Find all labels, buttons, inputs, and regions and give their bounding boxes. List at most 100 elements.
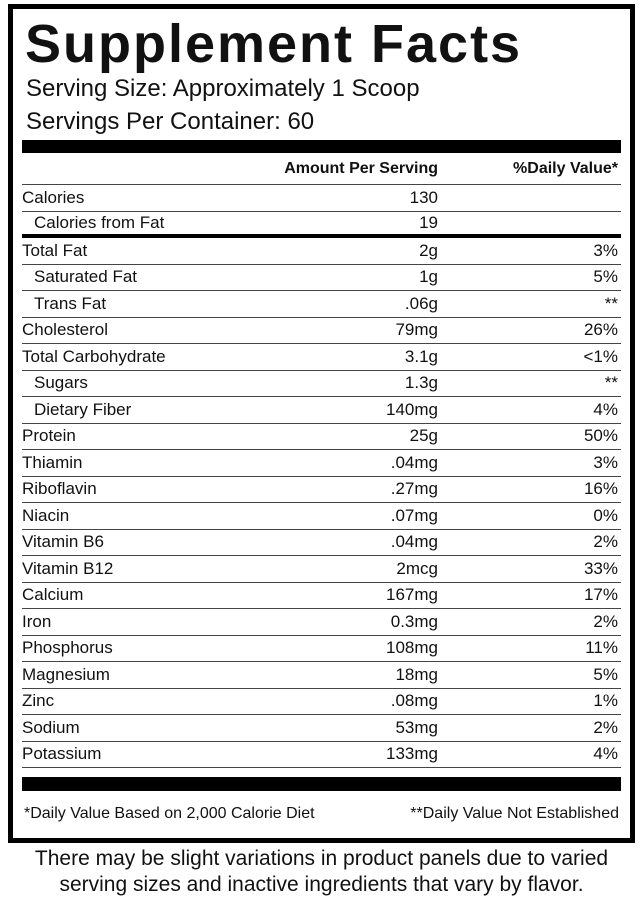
nutrient-row: Vitamin B6 .04mg 2% bbox=[22, 530, 621, 556]
nutrient-row: Riboflavin .27mg 16% bbox=[22, 477, 621, 503]
footnote: *Daily Value Based on 2,000 Calorie Diet bbox=[24, 805, 315, 822]
serving-size: Serving Size: Approximately 1 Scoop bbox=[26, 75, 420, 102]
nutrient-row: Dietary Fiber 140mg 4% bbox=[22, 397, 621, 424]
nutrient-row: Calories 130 bbox=[22, 185, 621, 212]
amount: 0.3mg bbox=[390, 611, 438, 631]
daily-value: 5% bbox=[593, 267, 618, 287]
nutrient-name: Sodium bbox=[22, 717, 80, 737]
amount: 133mg bbox=[386, 744, 438, 764]
amount-header: Amount Per Serving bbox=[284, 159, 438, 177]
amount: .08mg bbox=[390, 691, 438, 711]
table-header: Amount Per Serving %Daily Value* bbox=[22, 153, 621, 185]
amount: 3.1g bbox=[404, 346, 438, 366]
nutrient-row: Sodium 53mg 2% bbox=[22, 715, 621, 742]
nutrient-row: Protein 25g 50% bbox=[22, 424, 621, 450]
servings-per-container: Servings Per Container: 60 bbox=[26, 108, 315, 135]
nutrient-row: Total Carbohydrate 3.1g <1% bbox=[22, 344, 621, 371]
daily-value: <1% bbox=[583, 346, 619, 366]
nutrient-row: Saturated Fat 1g 5% bbox=[22, 265, 621, 291]
top-bar bbox=[22, 140, 621, 153]
nutrient-name: Phosphorus bbox=[22, 638, 113, 658]
nutrient-row: Sugars 1.3g ** bbox=[22, 371, 621, 397]
nutrient-row: Thiamin .04mg 3% bbox=[22, 450, 621, 477]
amount: .27mg bbox=[390, 479, 438, 499]
amount: .04mg bbox=[390, 452, 438, 472]
nutrient-name: Total Carbohydrate bbox=[22, 346, 166, 366]
nutrient-name: Trans Fat bbox=[34, 293, 107, 313]
amount: 18mg bbox=[395, 664, 438, 684]
amount: 140mg bbox=[386, 399, 438, 419]
nutrient-row: Cholesterol 79mg 26% bbox=[22, 318, 621, 344]
daily-value: 5% bbox=[593, 664, 618, 684]
daily-value: 3% bbox=[593, 240, 618, 260]
daily-value: 17% bbox=[583, 585, 618, 605]
nutrient-name: Cholesterol bbox=[22, 320, 108, 340]
amount: 2g bbox=[419, 240, 438, 260]
daily-value: 4% bbox=[593, 399, 618, 419]
nutrient-name: Calories bbox=[22, 187, 85, 207]
nutrient-row: Phosphorus 108mg 11% bbox=[22, 636, 621, 662]
daily-value: ** bbox=[604, 293, 618, 313]
amount: 167mg bbox=[386, 585, 438, 605]
nutrient-row: Niacin .07mg 0% bbox=[22, 503, 621, 530]
daily-value: 26% bbox=[583, 320, 618, 340]
nutrient-name: Niacin bbox=[22, 505, 70, 525]
nutrient-name: Total Fat bbox=[22, 240, 88, 260]
nutrient-row: Total Fat 2g 3% bbox=[22, 238, 621, 265]
dv-header: %Daily Value* bbox=[513, 159, 618, 177]
daily-value: 3% bbox=[593, 452, 618, 472]
nutrient-name: Protein bbox=[22, 426, 76, 446]
amount: .07mg bbox=[390, 505, 438, 525]
nutrient-name: Vitamin B6 bbox=[22, 532, 104, 552]
nutrient-name: Iron bbox=[22, 611, 52, 631]
nutrient-row: Trans Fat .06g ** bbox=[22, 291, 621, 318]
amount: 1.3g bbox=[404, 373, 438, 393]
nutrient-name: Potassium bbox=[22, 744, 102, 764]
nutrient-row: Potassium 133mg 4% bbox=[22, 742, 621, 768]
amount: 53mg bbox=[395, 717, 438, 737]
daily-value: 16% bbox=[583, 479, 618, 499]
nutrient-row: Calcium 167mg 17% bbox=[22, 583, 621, 609]
daily-value: 33% bbox=[583, 558, 618, 578]
facts-panel: Supplement Facts Serving Size: Approxima… bbox=[8, 4, 635, 843]
facts-table: Amount Per Serving %Daily Value* Calorie… bbox=[22, 140, 621, 823]
amount: 25g bbox=[409, 426, 438, 446]
rows: Calories 130 Calories from Fat 19 Total Fat 2… bbox=[22, 185, 621, 768]
nutrient-name: Magnesium bbox=[22, 664, 110, 684]
nutrient-row: Iron 0.3mg 2% bbox=[22, 609, 621, 636]
nutrient-name: Saturated Fat bbox=[34, 267, 138, 287]
nutrient-row: Zinc .08mg 1% bbox=[22, 689, 621, 715]
daily-value: 0% bbox=[593, 505, 618, 525]
nutrient-name: Thiamin bbox=[22, 452, 83, 472]
daily-value: 2% bbox=[593, 532, 618, 552]
amount: 19 bbox=[419, 212, 438, 232]
nutrient-name: Calories from Fat bbox=[34, 212, 165, 232]
nutrient-name: Calcium bbox=[22, 585, 84, 605]
nutrient-name: Vitamin B12 bbox=[22, 558, 114, 578]
amount: 108mg bbox=[386, 638, 438, 658]
amount: 1g bbox=[419, 267, 438, 287]
footnotes: *Daily Value Based on 2,000 Calorie Diet… bbox=[22, 805, 621, 823]
daily-value: 4% bbox=[593, 744, 618, 764]
daily-value: ** bbox=[604, 373, 618, 393]
nutrient-row: Magnesium 18mg 5% bbox=[22, 662, 621, 689]
nutrient-name: Riboflavin bbox=[22, 479, 97, 499]
nutrient-row: Vitamin B12 2mcg 33% bbox=[22, 556, 621, 583]
nutrient-row: Calories from Fat 19 bbox=[22, 212, 621, 238]
title: Supplement Facts bbox=[25, 14, 523, 74]
amount: 2mcg bbox=[396, 558, 438, 578]
daily-value: 2% bbox=[593, 611, 618, 631]
amount: .04mg bbox=[390, 532, 438, 552]
daily-value: 1% bbox=[593, 691, 618, 711]
amount: 130 bbox=[409, 187, 438, 207]
bottom-bar bbox=[22, 777, 621, 791]
footnote: **Daily Value Not Established bbox=[410, 805, 619, 822]
daily-value: 11% bbox=[585, 638, 618, 658]
amount: 79mg bbox=[395, 320, 438, 340]
daily-value: 50% bbox=[583, 426, 618, 446]
amount: .06g bbox=[404, 293, 438, 313]
nutrient-name: Sugars bbox=[34, 373, 88, 393]
nutrient-name: Zinc bbox=[22, 691, 55, 711]
daily-value: 2% bbox=[593, 717, 618, 737]
